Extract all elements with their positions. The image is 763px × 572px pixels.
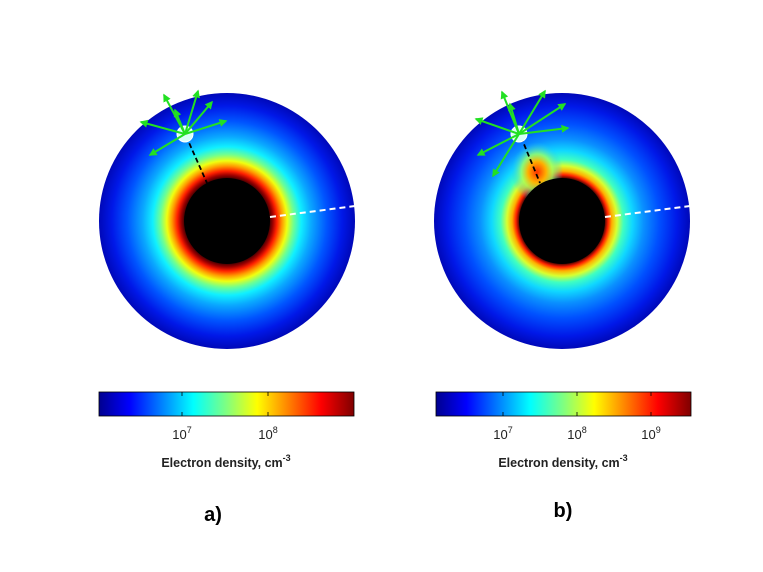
panel-b: 107 108 109 Electron density, cm-3 b) — [434, 89, 692, 522]
panel-label-b: b) — [554, 500, 573, 522]
tick-label-b-1: 108 — [567, 425, 586, 442]
arrow-b-7 — [492, 133, 520, 178]
tick-label-b-2: 109 — [641, 425, 660, 442]
colorbar-ticks-b — [502, 392, 652, 416]
arrow-a-6 — [148, 133, 186, 156]
colorbar-b — [435, 391, 692, 417]
tick-label-b-0: 107 — [493, 425, 512, 442]
tick-label-a-0: 107 — [172, 425, 191, 442]
central-body-a — [184, 178, 270, 264]
probe-line-b — [520, 136, 541, 184]
arrow-a-4 — [139, 119, 186, 135]
central-body-b — [519, 178, 605, 264]
arrow-b-3 — [518, 103, 567, 135]
panel-label-a: a) — [204, 504, 222, 526]
reference-line-a — [269, 205, 356, 218]
tick-label-a-1: 108 — [258, 425, 277, 442]
arrow-a-3 — [184, 100, 213, 135]
arrow-b-8 — [508, 102, 520, 135]
panel-a: 107 108 Electron density, cm-3 a) — [98, 89, 356, 526]
arrow-b-6 — [476, 133, 520, 156]
arrow-a-2 — [184, 89, 200, 135]
arrow-a-5 — [184, 119, 228, 135]
colorbar-ticks-a — [181, 392, 269, 416]
arrow-b-2 — [518, 89, 546, 135]
probe-line-a — [185, 135, 208, 184]
colorbar-label-b: Electron density, cm-3 — [498, 453, 627, 470]
colorbar-a — [98, 391, 355, 417]
arrow-a-7 — [173, 108, 186, 135]
arrow-b-5 — [518, 124, 570, 135]
colorbar-label-a: Electron density, cm-3 — [161, 453, 290, 470]
arrow-b-4 — [474, 117, 520, 135]
emission-arrows-b — [474, 89, 570, 178]
emission-arrows-a — [139, 89, 228, 156]
reference-line-b — [604, 205, 691, 218]
